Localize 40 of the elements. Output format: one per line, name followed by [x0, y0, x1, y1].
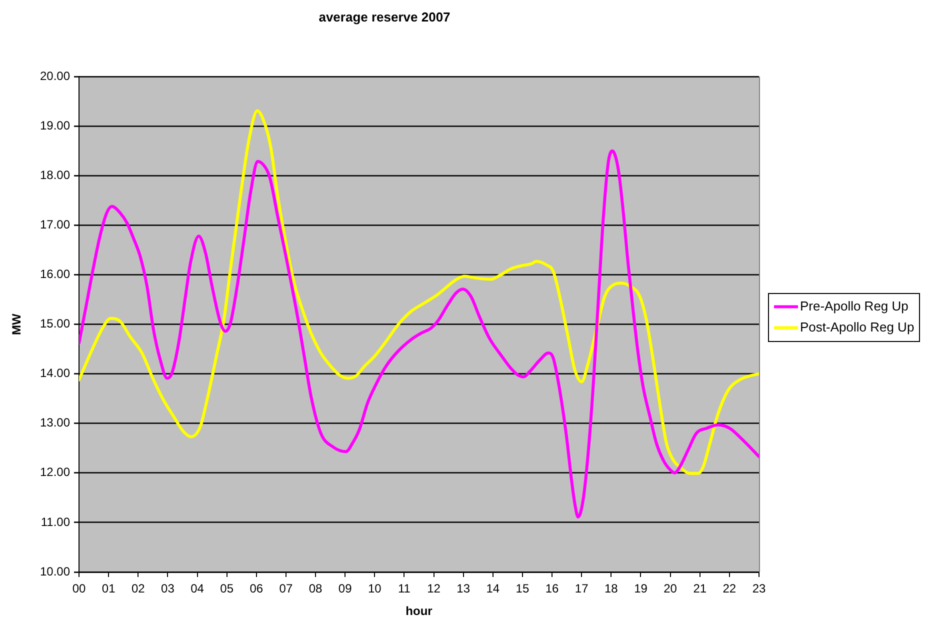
x-tick-label: 05: [220, 582, 234, 596]
x-tick-label: 01: [102, 582, 116, 596]
x-tick-label: 16: [545, 582, 560, 596]
x-tick-label: 22: [722, 582, 736, 596]
x-tick-label: 10: [368, 582, 382, 596]
y-tick-label: 13.00: [40, 416, 70, 430]
x-tick-label: 15: [516, 582, 530, 596]
legend-label: Post-Apollo Reg Up: [800, 319, 914, 334]
x-tick-label: 19: [634, 582, 648, 596]
legend-label: Pre-Apollo Reg Up: [800, 298, 908, 314]
x-tick-label: 21: [693, 582, 707, 596]
x-tick-label: 00: [72, 582, 86, 596]
y-tick-label: 12.00: [40, 465, 70, 480]
x-tick-label: 17: [574, 582, 589, 596]
y-tick-label: 18.00: [40, 168, 70, 182]
x-tick-label: 20: [664, 582, 678, 596]
x-tick-label: 23: [752, 582, 766, 596]
y-tick-label: 14.00: [40, 366, 70, 380]
x-tick-label: 06: [250, 582, 264, 596]
x-tick-label: 13: [456, 582, 470, 596]
x-tick-label: 07: [279, 582, 293, 596]
y-axis-title: MW: [10, 312, 24, 335]
x-tick-label: 12: [427, 582, 441, 596]
y-tick-label: 11.00: [40, 514, 70, 529]
x-tick-label: 03: [161, 582, 175, 596]
y-tick-label: 16.00: [40, 267, 70, 282]
y-tick-label: 19.00: [40, 118, 70, 132]
x-tick-label: 14: [486, 582, 500, 596]
x-tick-label: 08: [308, 582, 323, 596]
chart-title: average reserve 2007: [318, 9, 450, 24]
y-tick-label: 20.00: [40, 68, 70, 83]
x-tick-label: 18: [604, 582, 618, 596]
y-tick-label: 17.00: [40, 218, 70, 232]
y-tick-label: 15.00: [40, 316, 70, 331]
y-tick-label: 10.00: [40, 564, 70, 578]
x-tick-label: 11: [398, 582, 411, 596]
x-tick-label: 04: [190, 582, 204, 596]
x-axis-title: hour: [406, 604, 433, 618]
x-tick-label: 02: [131, 582, 146, 596]
x-tick-label: 09: [338, 582, 352, 596]
